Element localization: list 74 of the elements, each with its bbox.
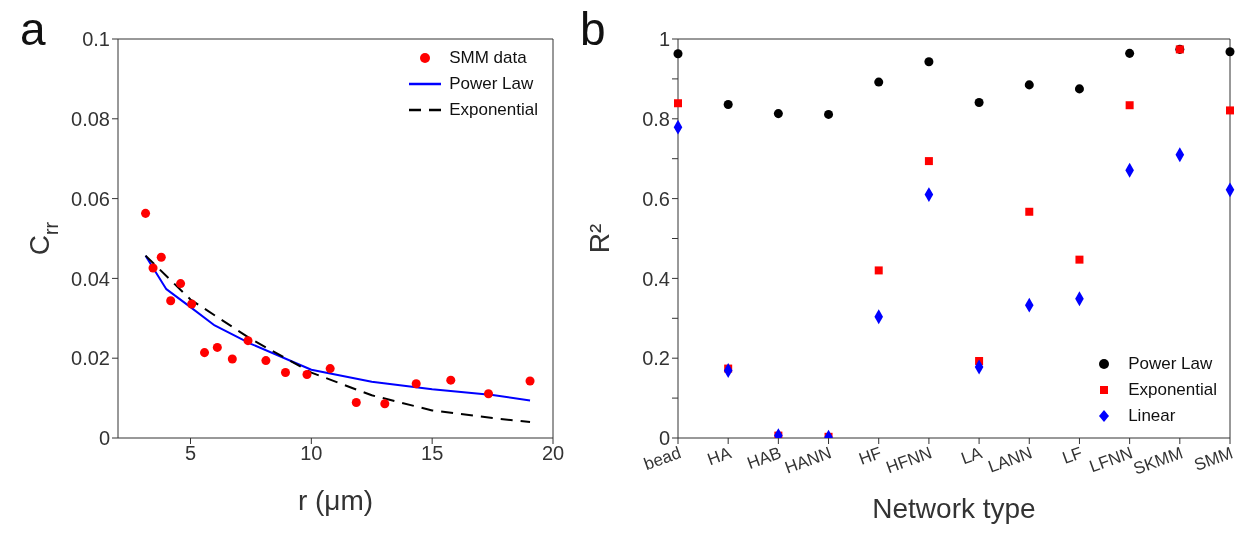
x-tick-label: LA: [958, 443, 986, 469]
point: [243, 336, 253, 346]
legend-label: Exponential: [449, 99, 538, 121]
x-tick-label: HANN: [782, 443, 835, 478]
point: [302, 370, 312, 380]
point: [1024, 80, 1034, 90]
x-tick-label: HAB: [744, 443, 784, 474]
point: [156, 252, 166, 262]
legend-label: Power Law: [1128, 353, 1213, 375]
point: [200, 348, 210, 358]
x-tick-label: 15: [421, 442, 444, 465]
point: [1025, 207, 1034, 216]
legend-label: SMM data: [449, 47, 527, 69]
point: [176, 279, 186, 289]
x-tick-label: HFNN: [883, 443, 935, 478]
x-axis-title: r (μm): [297, 485, 374, 516]
point: [148, 263, 158, 273]
point: [187, 299, 197, 309]
y-tick-label: 0.2: [642, 347, 670, 370]
point: [723, 99, 733, 109]
y-tick-label: 0.1: [82, 28, 110, 51]
legend-label: Power Law: [449, 73, 534, 95]
point: [411, 379, 421, 389]
point: [874, 77, 884, 87]
y-tick-label: 0.06: [71, 187, 110, 210]
point: [380, 399, 390, 409]
x-tick-label: HF: [856, 443, 885, 469]
x-tick-label: LF: [1059, 443, 1085, 468]
point: [674, 99, 682, 108]
y-tick-label: 0.4: [642, 267, 670, 290]
point: [773, 109, 783, 119]
point: [874, 266, 883, 275]
y-axis-title: R²: [584, 223, 616, 254]
point: [212, 342, 222, 352]
y-tick-label: 0.8: [642, 107, 670, 130]
y-tick-label: 0.04: [71, 267, 110, 290]
x-tick-label: 20: [541, 442, 565, 465]
point: [166, 296, 176, 306]
x-tick-label: HA: [704, 443, 735, 470]
legend-label: Exponential: [1128, 379, 1217, 401]
point: [1075, 255, 1084, 264]
y-tick-label: 0: [658, 427, 670, 450]
point: [1125, 48, 1135, 58]
point: [351, 397, 361, 407]
point: [1074, 84, 1084, 94]
point: [525, 376, 535, 386]
x-tick-label: 10: [300, 442, 323, 465]
legend-label: Linear: [1128, 405, 1176, 427]
point: [261, 356, 271, 366]
y-tick-label: 1: [658, 28, 670, 51]
chart-title: a: [20, 2, 46, 56]
x-tick-label: 5: [184, 442, 197, 465]
point: [673, 49, 683, 59]
x-axis-title: Network type: [872, 493, 1036, 524]
point: [1225, 47, 1235, 57]
point: [446, 375, 456, 385]
x-tick-label: SMM: [1191, 443, 1236, 475]
point: [824, 109, 834, 119]
chart-title: b: [580, 2, 606, 56]
y-tick-label: 0.02: [71, 347, 110, 370]
point: [1125, 101, 1134, 110]
point: [924, 157, 933, 166]
y-tick-label: 0: [98, 427, 110, 450]
point: [1226, 106, 1234, 115]
point: [974, 97, 984, 107]
x-tick-label: LANN: [985, 443, 1035, 477]
y-tick-label: 0.08: [71, 107, 110, 130]
y-tick-label: 0.6: [642, 187, 670, 210]
point: [924, 57, 934, 67]
point: [483, 389, 493, 399]
point: [280, 368, 290, 378]
point: [141, 208, 151, 218]
point: [325, 364, 335, 374]
point: [227, 354, 237, 364]
